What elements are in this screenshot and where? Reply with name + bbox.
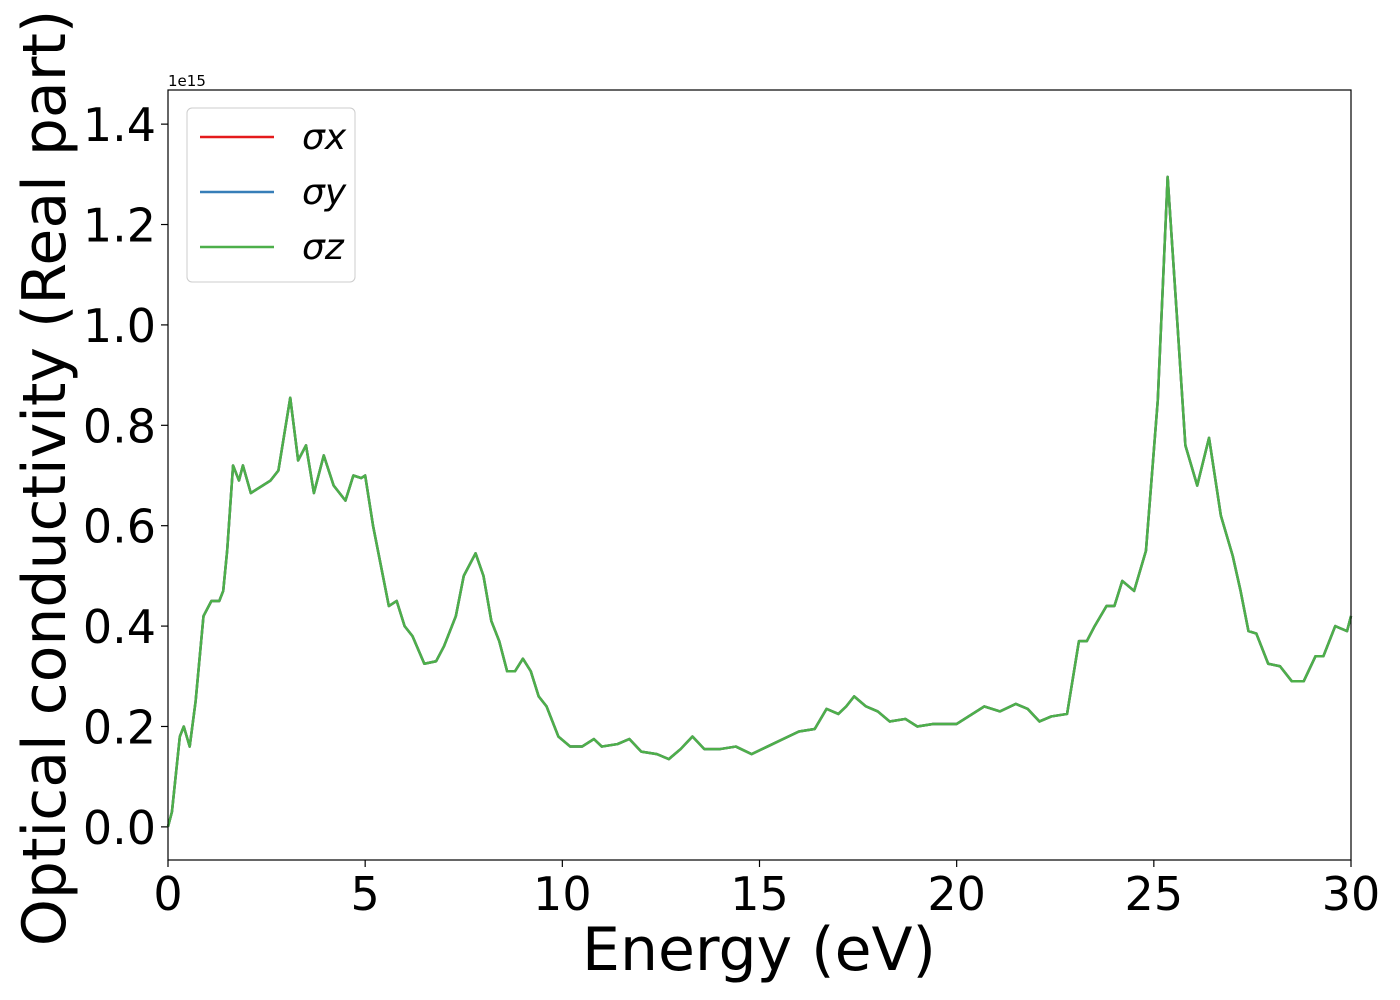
legend-label: σz xyxy=(302,227,345,268)
x-tick-label: 20 xyxy=(927,867,986,921)
x-tick-label: 0 xyxy=(153,867,182,921)
offset-label: 1e15 xyxy=(168,72,206,90)
y-tick-label: 0.4 xyxy=(83,600,156,654)
y-tick-label: 1.4 xyxy=(83,98,156,152)
plot-frame xyxy=(167,89,1352,861)
x-axis-label: Energy (eV) xyxy=(582,915,936,985)
y-tick-label: 0.2 xyxy=(83,700,156,754)
y-tick-label: 1.0 xyxy=(83,299,156,353)
legend-box xyxy=(186,107,356,283)
y-tick-label: 0.0 xyxy=(83,801,156,855)
y-tick-label: 0.6 xyxy=(83,500,156,554)
legend-label: σy xyxy=(302,172,347,213)
x-tick-label: 5 xyxy=(351,867,380,921)
y-axis-label: Optical conductivity (Real part) xyxy=(10,10,80,947)
x-tick-label: 30 xyxy=(1322,867,1381,921)
x-tick-label: 10 xyxy=(533,867,592,921)
y-tick-label: 1.2 xyxy=(83,199,156,253)
legend-label: σx xyxy=(302,117,347,158)
series-line xyxy=(166,175,1353,828)
y-tick-label: 0.8 xyxy=(83,399,156,453)
x-tick-label: 25 xyxy=(1125,867,1184,921)
x-tick-label: 15 xyxy=(730,867,789,921)
